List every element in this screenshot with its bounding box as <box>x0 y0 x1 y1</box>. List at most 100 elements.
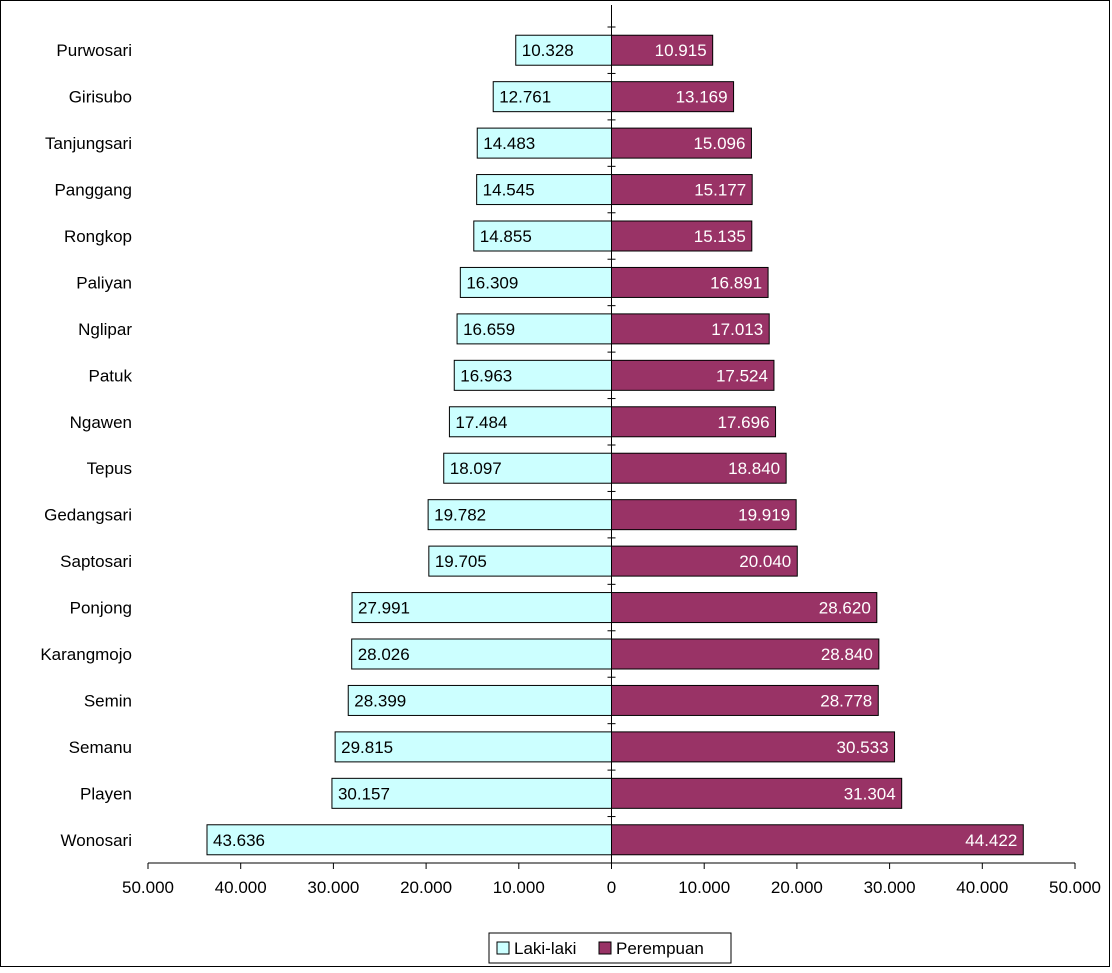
data-label-perempuan: 15.096 <box>693 134 745 153</box>
data-label-perempuan: 28.778 <box>820 691 872 710</box>
category-label: Paliyan <box>76 273 132 292</box>
data-label-laki-laki: 29.815 <box>341 738 393 757</box>
data-label-laki-laki: 18.097 <box>450 459 502 478</box>
bar-perempuan-playen <box>611 777 903 809</box>
bar-laki-laki-karangmojo <box>351 638 612 670</box>
category-label: Tanjungsari <box>45 134 132 153</box>
x-tick-label: 20.000 <box>771 878 823 897</box>
data-label-laki-laki: 10.328 <box>522 41 574 60</box>
legend-swatch-perempuan <box>598 941 612 955</box>
bar-laki-laki-gedangsari <box>427 499 612 531</box>
data-label-perempuan: 10.915 <box>655 41 707 60</box>
data-label-perempuan: 28.840 <box>821 645 873 664</box>
data-label-laki-laki: 30.157 <box>338 784 390 803</box>
bar-perempuan-semanu <box>611 731 896 763</box>
x-tick-label: 30.000 <box>307 878 359 897</box>
bar-laki-laki-semin <box>347 684 612 716</box>
data-label-laki-laki: 14.855 <box>480 227 532 246</box>
bar-perempuan-karangmojo <box>611 638 880 670</box>
bar-laki-laki-panggang <box>476 174 612 206</box>
bar-perempuan-gedangsari <box>611 499 797 531</box>
data-label-perempuan: 15.135 <box>694 227 746 246</box>
category-label: Nglipar <box>78 320 132 339</box>
data-label-perempuan: 15.177 <box>694 181 746 200</box>
category-label: Saptosari <box>60 552 132 571</box>
data-label-laki-laki: 16.309 <box>466 273 518 292</box>
data-label-perempuan: 30.533 <box>837 738 889 757</box>
x-tick-label: 30.000 <box>864 878 916 897</box>
data-label-perempuan: 19.919 <box>738 506 790 525</box>
legend-label-laki-laki: Laki-laki <box>514 939 576 958</box>
data-label-laki-laki: 27.991 <box>358 599 410 618</box>
legend: Laki-laki Perempuan <box>488 932 732 964</box>
data-label-perempuan: 17.013 <box>711 320 763 339</box>
bar-perempuan-purwosari <box>611 34 714 66</box>
category-label: Gedangsari <box>44 506 132 525</box>
bar-perempuan-ponjong <box>611 592 878 624</box>
bar-perempuan-girisubo <box>611 81 735 113</box>
bar-laki-laki-girisubo <box>492 81 613 113</box>
data-label-perempuan: 44.422 <box>965 831 1017 850</box>
data-label-perempuan: 28.620 <box>819 599 871 618</box>
category-label: Purwosari <box>56 41 132 60</box>
bar-laki-laki-ngawen <box>448 406 612 438</box>
data-label-laki-laki: 17.484 <box>455 413 507 432</box>
bar-laki-laki-rongkop <box>473 220 613 252</box>
category-label: Semin <box>84 691 132 710</box>
category-label: Wonosari <box>61 831 133 850</box>
bar-laki-laki-saptosari <box>428 545 612 577</box>
x-tick-label: 40.000 <box>215 878 267 897</box>
data-label-perempuan: 17.524 <box>716 366 768 385</box>
bar-perempuan-paliyan <box>611 266 769 298</box>
bar-laki-laki-semanu <box>334 731 612 763</box>
data-label-laki-laki: 12.761 <box>499 88 551 107</box>
bar-perempuan-wonosari <box>611 824 1024 856</box>
x-tick-label: 50.000 <box>122 878 174 897</box>
x-tick-label: 50.000 <box>1049 878 1101 897</box>
bars-layer <box>206 34 1024 856</box>
bar-laki-laki-purwosari <box>515 34 613 66</box>
category-label: Ponjong <box>70 599 132 618</box>
x-tick-label: 20.000 <box>400 878 452 897</box>
data-label-laki-laki: 28.026 <box>358 645 410 664</box>
data-label-perempuan: 13.169 <box>676 88 728 107</box>
data-label-laki-laki: 43.636 <box>213 831 265 850</box>
bar-laki-laki-wonosari <box>206 824 612 856</box>
bar-laki-laki-tepus <box>443 452 612 484</box>
data-label-laki-laki: 16.963 <box>460 366 512 385</box>
category-label: Tepus <box>87 459 132 478</box>
category-label: Playen <box>80 784 132 803</box>
category-label: Karangmojo <box>40 645 132 664</box>
data-labels-layer: Purwosari 10.328 10.915 Girisubo 12.761 13.16… <box>40 41 1017 850</box>
bar-laki-laki-tanjungsari <box>476 127 612 159</box>
data-label-perempuan: 16.891 <box>710 273 762 292</box>
category-label: Ngawen <box>70 413 132 432</box>
bar-perempuan-semin <box>611 684 879 716</box>
data-label-laki-laki: 28.399 <box>354 691 406 710</box>
data-label-laki-laki: 14.483 <box>483 134 535 153</box>
bar-perempuan-tepus <box>611 452 787 484</box>
data-label-laki-laki: 19.705 <box>435 552 487 571</box>
x-tick-label: 10.000 <box>678 878 730 897</box>
data-label-perempuan: 20.040 <box>739 552 791 571</box>
axes-layer: 50.000 40.000 30.000 20.000 10.000 0 10.000 20.… <box>122 5 1101 897</box>
legend-label-perempuan: Perempuan <box>616 939 704 958</box>
data-label-perempuan: 17.696 <box>718 413 770 432</box>
data-label-laki-laki: 14.545 <box>483 181 535 200</box>
bar-perempuan-rongkop <box>611 220 753 252</box>
bar-perempuan-nglipar <box>611 313 770 345</box>
data-label-laki-laki: 19.782 <box>434 506 486 525</box>
category-label: Rongkop <box>64 227 132 246</box>
legend-swatch-laki-laki <box>496 941 510 955</box>
x-tick-label: 10.000 <box>493 878 545 897</box>
category-label: Semanu <box>69 738 132 757</box>
data-label-perempuan: 31.304 <box>844 784 896 803</box>
bar-laki-laki-ponjong <box>351 592 612 624</box>
x-tick-label: 40.000 <box>956 878 1008 897</box>
data-label-perempuan: 18.840 <box>728 459 780 478</box>
bar-laki-laki-nglipar <box>456 313 612 345</box>
data-label-laki-laki: 16.659 <box>463 320 515 339</box>
category-label: Patuk <box>89 366 133 385</box>
